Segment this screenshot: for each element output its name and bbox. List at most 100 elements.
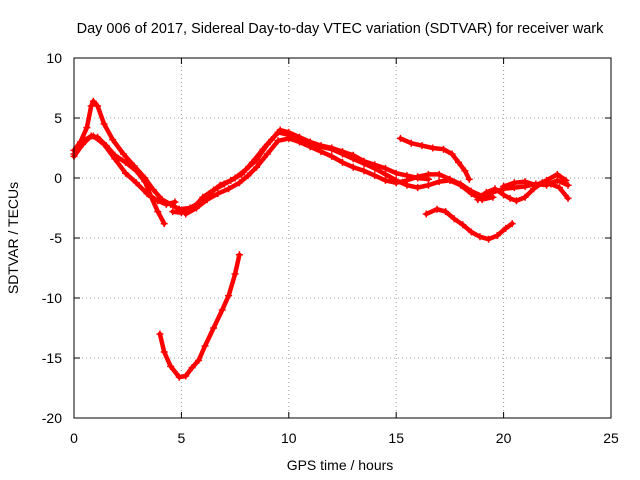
data-point [476, 233, 484, 241]
y-tick-label: -5 [50, 230, 63, 246]
data-point [182, 372, 190, 380]
y-tick-label: 10 [46, 50, 62, 66]
data-point [328, 144, 336, 152]
data-point [349, 163, 357, 171]
data-point [201, 342, 209, 350]
data-point [169, 208, 177, 216]
data-point [195, 200, 203, 208]
data-point [122, 169, 130, 177]
data-point [149, 186, 157, 194]
data-point [521, 193, 529, 201]
data-point [285, 128, 293, 136]
y-tick-label: 5 [54, 110, 62, 126]
data-point [418, 142, 426, 150]
series-arc-4 [156, 251, 243, 381]
data-point [502, 224, 510, 232]
data-point [177, 209, 185, 217]
data-point [143, 190, 151, 198]
data-point [160, 220, 168, 228]
data-point [414, 174, 422, 182]
data-point [89, 97, 97, 105]
data-point [553, 170, 561, 178]
data-point [555, 184, 563, 192]
data-point [162, 200, 170, 208]
data-point [214, 190, 222, 198]
data-point [543, 176, 551, 184]
data-point [491, 185, 499, 193]
data-point [500, 191, 508, 199]
data-point [175, 373, 183, 381]
data-point [188, 364, 196, 372]
data-point [109, 136, 117, 144]
data-point [349, 151, 357, 159]
data-point [111, 155, 119, 163]
data-point [433, 205, 441, 213]
data-point [328, 152, 336, 160]
data-point [248, 158, 256, 166]
data-point [141, 178, 149, 186]
data-point [83, 124, 91, 132]
data-point [339, 148, 346, 156]
data-point [317, 148, 325, 156]
data-point [564, 181, 572, 189]
data-point [467, 187, 475, 195]
data-point [435, 170, 443, 178]
data-point [381, 176, 389, 184]
data-point [422, 210, 430, 218]
data-point [381, 164, 389, 172]
data-point [235, 251, 243, 259]
x-axis-label: GPS time / hours [287, 457, 394, 473]
data-point [253, 163, 261, 171]
x-tick-label: 5 [178, 430, 186, 446]
data-point [506, 194, 514, 202]
data-point [392, 179, 400, 187]
y-tick-label: -20 [42, 410, 62, 426]
data-point [461, 167, 469, 175]
data-point [562, 176, 570, 184]
data-point [467, 228, 475, 236]
data-point [482, 188, 490, 196]
data-point [392, 169, 400, 177]
series-arc-7 [195, 126, 432, 208]
data-point [268, 136, 276, 144]
data-point [396, 134, 404, 142]
data-point [154, 197, 162, 205]
data-point [89, 132, 97, 140]
data-point [339, 158, 346, 166]
data-point [238, 170, 246, 178]
series-arc-3 [70, 132, 179, 208]
x-tick-label: 25 [603, 430, 619, 446]
x-tick-label: 15 [388, 430, 404, 446]
data-point [414, 184, 422, 192]
data-point [371, 172, 379, 180]
data-point [459, 221, 467, 229]
data-point [500, 182, 508, 190]
data-point [87, 102, 95, 110]
data-point [435, 178, 443, 186]
chart-title: Day 006 of 2017, Sidereal Day-to-day VTE… [77, 21, 605, 37]
y-axis-label: SDTVAR / TECUs [5, 182, 21, 294]
data-point [192, 204, 200, 212]
data-point [225, 292, 233, 300]
data-point [160, 348, 168, 356]
data-point [429, 144, 437, 152]
data-point [195, 356, 203, 364]
data-point [225, 185, 233, 193]
y-tick-label: -15 [42, 350, 62, 366]
data-point [448, 150, 456, 158]
series-layer [70, 97, 572, 381]
data-point [407, 139, 415, 147]
data-point [442, 208, 450, 216]
data-point [156, 330, 164, 338]
data-point [132, 167, 140, 175]
y-tick-label: -10 [42, 290, 62, 306]
data-point [446, 175, 454, 183]
data-point [167, 362, 175, 370]
series-arc-9 [422, 205, 516, 243]
data-point [285, 134, 293, 142]
data-point [263, 150, 271, 158]
data-point [547, 180, 555, 188]
data-point [154, 208, 162, 216]
